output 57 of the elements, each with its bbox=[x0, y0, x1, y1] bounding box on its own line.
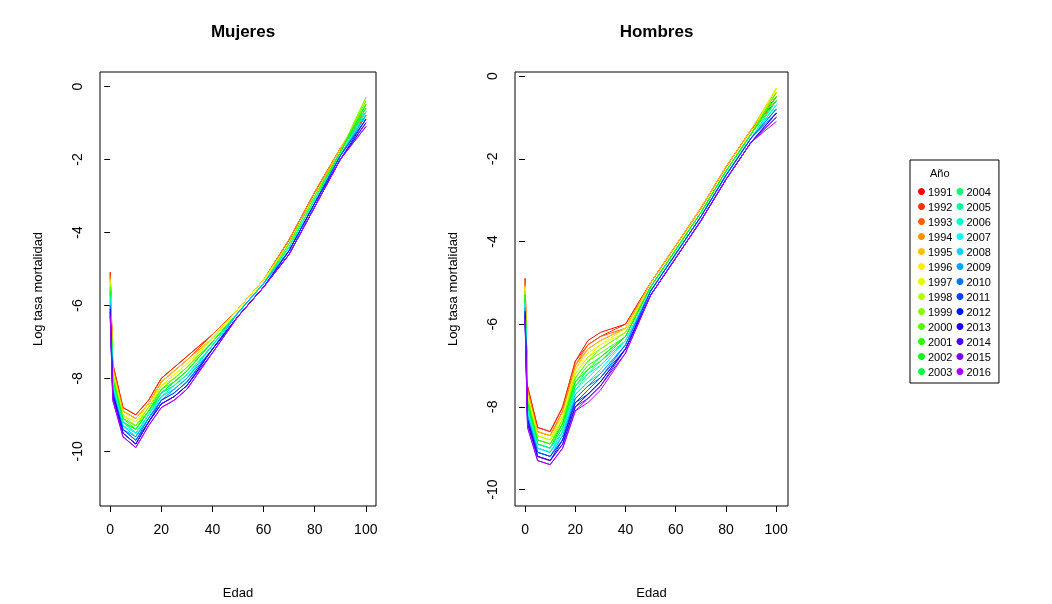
legend-label: 1991 bbox=[928, 185, 953, 198]
x-axis-title: Edad bbox=[636, 585, 667, 600]
y-axis-title: Log tasa mortalidad bbox=[30, 231, 45, 347]
y-tick-label: -10 bbox=[69, 440, 85, 462]
legend-title: Año bbox=[930, 166, 950, 179]
x-tick-label: 40 bbox=[617, 521, 634, 537]
legend-label: 1996 bbox=[928, 260, 953, 273]
legend-label: 1998 bbox=[928, 290, 953, 303]
legend-label: 1995 bbox=[928, 245, 953, 258]
y-tick-label: -2 bbox=[69, 153, 85, 166]
x-tick-label: 60 bbox=[255, 521, 272, 537]
y-tick-label: -6 bbox=[69, 298, 85, 312]
x-tick-label: 80 bbox=[306, 521, 323, 537]
legend-label: 2015 bbox=[966, 350, 991, 363]
legend-label: 1994 bbox=[928, 230, 953, 243]
x-tick-label: 20 bbox=[153, 521, 170, 537]
legend-label: 2008 bbox=[966, 245, 991, 258]
legend-label: 2002 bbox=[928, 350, 953, 363]
legend-label: 1992 bbox=[928, 200, 953, 213]
legend-label: 2010 bbox=[966, 275, 991, 288]
x-axis-title: Edad bbox=[222, 585, 254, 600]
legend-label: 2016 bbox=[966, 365, 991, 378]
y-tick-label: 0 bbox=[69, 82, 85, 91]
legend-label: 2014 bbox=[966, 335, 991, 348]
x-tick-label: 40 bbox=[204, 521, 221, 537]
x-tick-label: 0 bbox=[521, 521, 530, 537]
legend-label: 2000 bbox=[928, 320, 953, 333]
legend-label: 2006 bbox=[966, 215, 991, 228]
y-tick-label: -6 bbox=[484, 317, 500, 331]
x-tick-label: 60 bbox=[667, 521, 684, 537]
legend-label: 2001 bbox=[928, 335, 953, 348]
legend-label: 1997 bbox=[928, 275, 953, 288]
y-tick-label: -8 bbox=[484, 400, 500, 414]
y-axis-title: Log tasa mortalidad bbox=[445, 231, 460, 347]
chart-title: Hombres bbox=[619, 22, 694, 41]
y-tick-label: -2 bbox=[484, 152, 500, 166]
y-tick-label: -4 bbox=[69, 226, 85, 239]
x-tick-label: 100 bbox=[764, 521, 789, 537]
x-tick-label: 0 bbox=[106, 521, 115, 537]
x-tick-label: 100 bbox=[354, 521, 378, 537]
legend-label: 2004 bbox=[966, 185, 991, 198]
legend-label: 1999 bbox=[928, 305, 953, 318]
legend-label: 2013 bbox=[966, 320, 991, 333]
y-tick-label: -4 bbox=[484, 235, 500, 248]
x-tick-label: 20 bbox=[567, 521, 584, 537]
legend-label: 2003 bbox=[928, 365, 953, 378]
legend-label: 2007 bbox=[966, 230, 991, 243]
y-tick-label: 0 bbox=[484, 72, 500, 81]
legend-label: 2011 bbox=[966, 290, 991, 303]
legend-label: 2005 bbox=[966, 200, 991, 213]
legend-label: 2012 bbox=[966, 305, 991, 318]
legend-label: 1993 bbox=[928, 215, 953, 228]
legend-label: 2009 bbox=[966, 260, 991, 273]
x-tick-label: 80 bbox=[718, 521, 734, 537]
y-tick-label: -10 bbox=[484, 479, 500, 500]
y-tick-label: -8 bbox=[69, 371, 85, 385]
chart-title: Mujeres bbox=[210, 22, 276, 41]
